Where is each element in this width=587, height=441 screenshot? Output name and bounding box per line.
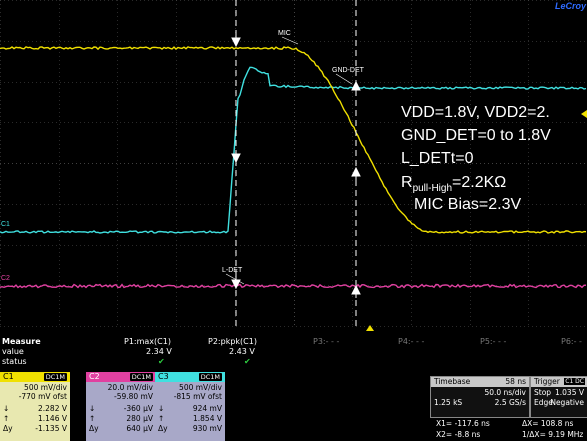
trigger-title: Trigger: [534, 377, 560, 386]
timebase-rate: 2.5 GS/s: [495, 398, 526, 407]
brand-logo: LeCroy: [555, 1, 587, 11]
trigger-box[interactable]: Trigger C1 DC Stop 1.035 V Edge Negative: [530, 376, 587, 418]
cursor-x1-readout: X1= -117.6 ns: [436, 419, 490, 428]
channel-offset: -815 mV ofst: [174, 392, 222, 401]
cursor-down-icon: ↓: [158, 404, 164, 413]
channel-cursor1-value: 924 mV: [193, 404, 222, 413]
trigger-level: 1.035 V: [555, 388, 584, 397]
trigger-level-icon: [581, 110, 587, 118]
annotation-line-3: L_DETt=0: [401, 150, 474, 167]
p1-value: 2.34 V: [146, 347, 172, 356]
delta-y-icon: Δy: [3, 424, 13, 433]
timebase-tdiv: 50.0 ns/div: [484, 388, 526, 397]
scope-display: MIC GND-DET L-DET C1 C2 LeCroy VDD=1.8V,…: [0, 0, 587, 336]
measure-value-row-label: value: [2, 347, 24, 356]
channel-cursor2-value: 1.146 V: [38, 414, 67, 423]
channel-panel-c2[interactable]: C2 DC1M 20.0 mV/div -59.80 mV ↓ -360 µV ↑ 280 µ…: [86, 372, 156, 441]
p2-value: 2.43 V: [229, 347, 255, 356]
p5-label[interactable]: P5:- - -: [480, 337, 506, 346]
p3-label[interactable]: P3:- - -: [313, 337, 339, 346]
cursor-inverse-dx-readout: 1/ΔX= 9.19 MHz: [522, 430, 583, 439]
measure-panel: Measure P1:max(C1) P2:pkpk(C1) P3:- - - …: [0, 336, 587, 372]
annotation-line-1: VDD=1.8V, VDD2=2.: [401, 104, 550, 121]
p1-status-check-icon: ✔: [158, 357, 165, 366]
channel-c2-ground-marker: C2: [1, 275, 10, 282]
channel-delta-value: 640 µV: [126, 424, 153, 433]
cursor-x2-readout: X2= -8.8 ns: [436, 430, 480, 439]
channel-panel-c3[interactable]: C3 DC1M 500 mV/div -815 mV ofst ↓ 924 mV ↑ 1.85…: [155, 372, 225, 441]
timebase-title: Timebase: [434, 377, 470, 386]
channel-coupling-badge: DC1M: [44, 373, 67, 381]
trigger-mode: Stop: [534, 388, 551, 397]
timebase-box[interactable]: Timebase 58 ns 50.0 ns/div 1.25 kS 2.5 G…: [430, 376, 530, 418]
channel-panel-c1[interactable]: C1 DC1M 500 mV/div -770 mV ofst ↓ 2.282 V ↑ 1.1…: [0, 372, 70, 441]
cursor-down-icon: ↓: [3, 404, 9, 413]
cursor-up-icon: ↑: [3, 414, 9, 423]
trigger-source-badge: C1 DC: [564, 378, 585, 385]
l-det-label: L-DET: [222, 267, 243, 274]
cursor-up-icon: ↑: [89, 414, 95, 423]
waveform-plot: MIC GND-DET L-DET C1 C2 LeCroy VDD=1.8V,…: [0, 0, 587, 336]
channel-vdiv: 500 mV/div: [179, 383, 222, 392]
channel-name: C1: [3, 372, 14, 381]
channel-name: C2: [89, 372, 100, 381]
timebase-samples: 1.25 kS: [434, 398, 462, 407]
measure-title: Measure: [2, 337, 41, 346]
cursor-dx-readout: ΔX= 108.8 ns: [522, 419, 573, 428]
channel-offset: -59.80 mV: [114, 392, 153, 401]
trigger-position-icon: [366, 325, 374, 331]
channel-vdiv: 500 mV/div: [24, 383, 67, 392]
p2-status-check-icon: ✔: [244, 357, 251, 366]
delta-y-icon: Δy: [158, 424, 168, 433]
annotation-line-4: Rpull-High=2.2KΩ: [401, 174, 506, 194]
channel-delta-value: 930 mV: [193, 424, 222, 433]
annotation-line-5: MIC Bias=2.3V: [414, 196, 521, 213]
p6-label[interactable]: P6:- -: [561, 337, 582, 346]
delta-y-icon: Δy: [89, 424, 99, 433]
channel-cursor2-value: 280 µV: [126, 414, 153, 423]
annotation-line-2: GND_DET=0 to 1.8V: [401, 127, 551, 144]
channel-c1-ground-marker: C1: [1, 221, 10, 228]
channel-descriptor-bar: C1 DC1M 500 mV/div -770 mV ofst ↓ 2.282 V ↑ 1.1…: [0, 372, 587, 441]
trace-c2: [0, 285, 586, 288]
channel-delta-value: -1.135 V: [35, 424, 67, 433]
channel-name: C3: [158, 372, 169, 381]
channel-offset: -770 mV ofst: [19, 392, 67, 401]
cursor-down-icon: ↓: [89, 404, 95, 413]
gnd-det-label: GND-DET: [332, 67, 365, 74]
measure-status-row-label: status: [2, 357, 27, 366]
p1-label[interactable]: P1:max(C1): [124, 337, 171, 346]
trigger-slope: Negative: [550, 398, 584, 407]
p4-label[interactable]: P4:- - -: [398, 337, 424, 346]
channel-cursor1-value: 2.282 V: [38, 404, 67, 413]
channel-vdiv: 20.0 mV/div: [108, 383, 153, 392]
channel-coupling-badge: DC1M: [130, 373, 153, 381]
channel-cursor2-value: 1.854 V: [193, 414, 222, 423]
timebase-delay: 58 ns: [505, 377, 526, 386]
cursor-up-icon: ↑: [158, 414, 164, 423]
channel-coupling-badge: DC1M: [199, 373, 222, 381]
mic-label: MIC: [278, 30, 291, 37]
channel-cursor1-value: -360 µV: [124, 404, 153, 413]
timebase-trigger-panel: Timebase 58 ns 50.0 ns/div 1.25 kS 2.5 G…: [430, 376, 587, 441]
p2-label[interactable]: P2:pkpk(C1): [208, 337, 257, 346]
